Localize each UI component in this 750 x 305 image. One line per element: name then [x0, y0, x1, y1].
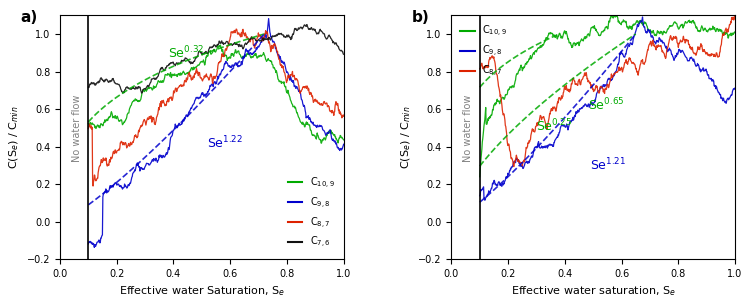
- Text: Se$^{0.32}$: Se$^{0.32}$: [168, 45, 204, 61]
- Y-axis label: C(S$_e$) / C$_{min}$: C(S$_e$) / C$_{min}$: [399, 106, 412, 169]
- Text: Se$^{1.21}$: Se$^{1.21}$: [590, 157, 626, 174]
- X-axis label: Effective water Saturation, S$_e$: Effective water Saturation, S$_e$: [118, 285, 285, 298]
- Y-axis label: C(S$_e$) / C$_{min}$: C(S$_e$) / C$_{min}$: [8, 106, 21, 169]
- Text: b): b): [412, 10, 430, 25]
- Text: No water flow: No water flow: [464, 94, 473, 162]
- Text: Se$^{1.22}$: Se$^{1.22}$: [208, 135, 243, 151]
- Legend: C$_{10,9}$, C$_{9,8}$, C$_{8,7}$: C$_{10,9}$, C$_{9,8}$, C$_{8,7}$: [456, 20, 512, 83]
- Text: Se$^{0.65}$: Se$^{0.65}$: [587, 97, 624, 114]
- Text: a): a): [20, 10, 38, 25]
- Legend: C$_{10,9}$, C$_{9,8}$, C$_{8,7}$, C$_{7,6}$: C$_{10,9}$, C$_{9,8}$, C$_{8,7}$, C$_{7,…: [284, 172, 339, 254]
- X-axis label: Effective water saturation, S$_e$: Effective water saturation, S$_e$: [511, 285, 676, 298]
- Text: No water flow: No water flow: [72, 94, 82, 162]
- Text: Se$^{0.25}$: Se$^{0.25}$: [536, 118, 572, 134]
